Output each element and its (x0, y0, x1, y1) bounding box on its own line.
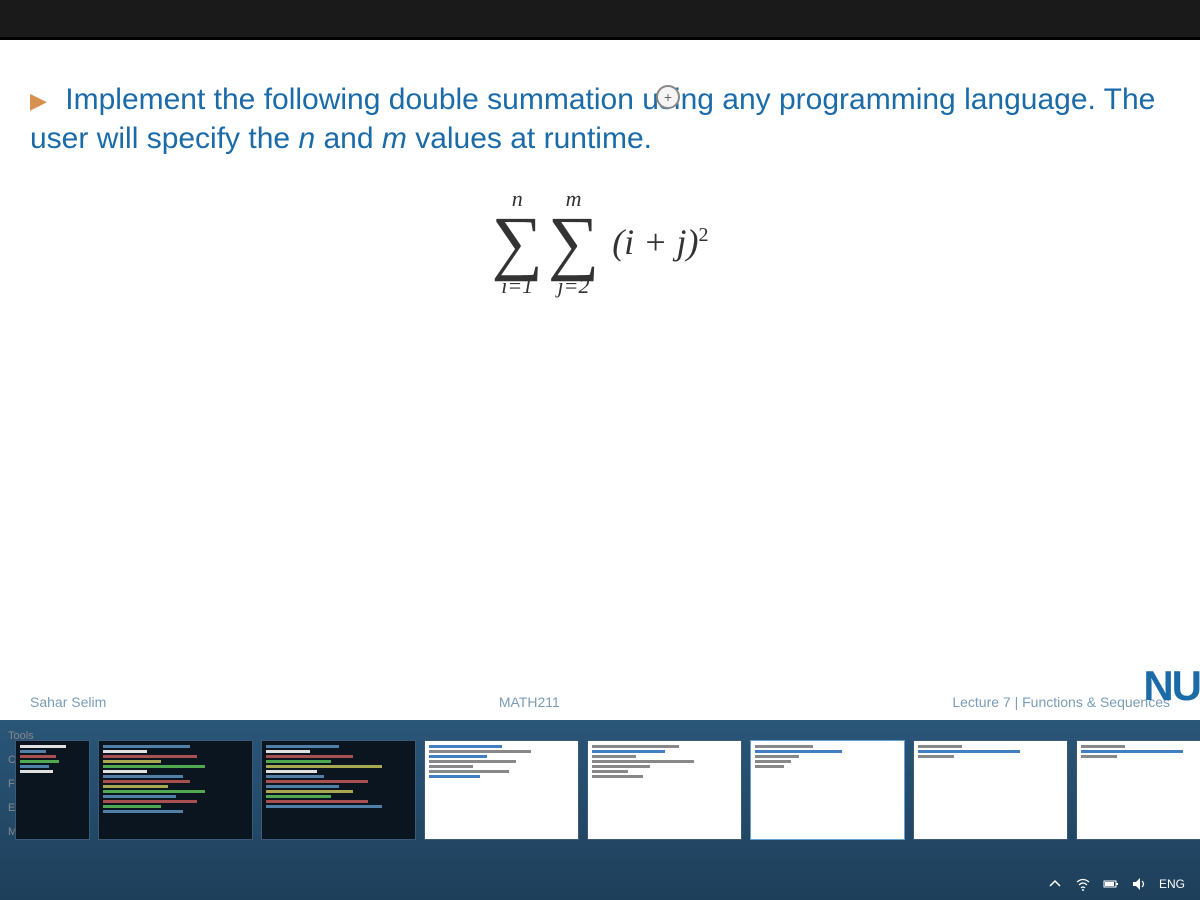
variable-m: m (382, 122, 407, 155)
monitor-bezel (0, 0, 1200, 40)
sigma-symbol-1: ∑ (492, 210, 543, 275)
expression-base: (i + j) (612, 222, 698, 262)
instruction-and: and (315, 122, 382, 155)
slide-footer: Sahar Selim MATH211 Lecture 7 | Function… (30, 694, 1170, 710)
taskbar-thumbnail[interactable] (15, 740, 90, 840)
taskbar-thumbnail[interactable] (424, 740, 579, 840)
taskbar-thumbnail[interactable] (913, 740, 1068, 840)
footer-lecture: Lecture 7 | Functions & Sequences (952, 694, 1170, 710)
outer-lower-limit: i=1 (501, 275, 533, 297)
taskbar-thumbnail[interactable] (1076, 740, 1200, 840)
university-logo: NU (1143, 662, 1200, 710)
volume-icon[interactable] (1131, 876, 1147, 892)
system-tray[interactable]: ENG (1047, 876, 1185, 892)
taskbar-thumbnail[interactable] (587, 740, 742, 840)
footer-presenter: Sahar Selim (30, 694, 106, 710)
battery-icon[interactable] (1103, 876, 1119, 892)
taskbar-thumbnail[interactable]: mming Assignment 1 (750, 740, 905, 840)
expression-exponent: 2 (698, 224, 708, 246)
bullet-icon: ▶ (30, 88, 47, 113)
inner-lower-limit: j=2 (558, 275, 590, 297)
footer-course: MATH211 (499, 694, 560, 710)
formula-block: n ∑ i=1 m ∑ j=2 (i + j)2 (30, 188, 1170, 297)
sigma-symbol-2: ∑ (548, 210, 599, 275)
inner-sigma: m ∑ j=2 (548, 188, 599, 297)
zoom-icon (656, 85, 680, 109)
outer-sigma: n ∑ i=1 (492, 188, 543, 297)
variable-n: n (298, 122, 315, 155)
taskbar-thumbnail[interactable] (261, 740, 416, 840)
taskbar-thumbnails: mming Assignment 1 (0, 720, 1200, 865)
chevron-up-icon[interactable] (1047, 876, 1063, 892)
language-indicator[interactable]: ENG (1159, 877, 1185, 891)
instruction-text-2: values at runtime. (407, 122, 652, 155)
windows-taskbar[interactable]: ToolsCodeFileEditMore mming Assignment 1… (0, 720, 1200, 900)
summand-expression: (i + j)2 (612, 221, 708, 263)
wifi-icon[interactable] (1075, 876, 1091, 892)
slide-instruction: ▶ Implement the following double summati… (30, 80, 1170, 158)
presentation-slide: ▶ Implement the following double summati… (0, 40, 1200, 720)
taskbar-thumbnail[interactable] (98, 740, 253, 840)
